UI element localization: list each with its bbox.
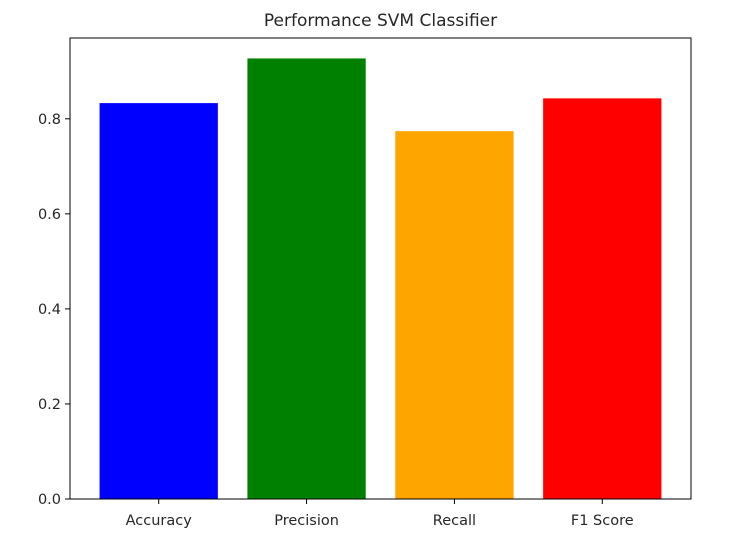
x-tick-label: F1 Score [571,513,634,529]
x-tick-label: Recall [433,513,476,529]
bars-layer [99,58,662,500]
plot-area-frame [69,37,692,500]
y-tick-label: 0.0 [38,492,61,508]
y-axis: 0.0 0.2 0.4 0.6 0.8 [38,112,70,508]
bar-accuracy [99,103,218,500]
bar-precision [247,58,366,499]
x-axis: Accuracy Precision Recall F1 Score [126,499,634,529]
y-tick-label: 0.4 [38,302,61,318]
x-tick-label: Precision [274,513,339,529]
chart-title: Performance SVM Classifier [264,11,497,31]
bar-recall [395,131,514,499]
y-tick-label: 0.8 [38,112,61,128]
y-tick-label: 0.2 [38,397,61,413]
bar-f1-score [543,98,662,500]
x-tick-label: Accuracy [126,513,193,529]
y-tick-label: 0.6 [38,207,61,223]
